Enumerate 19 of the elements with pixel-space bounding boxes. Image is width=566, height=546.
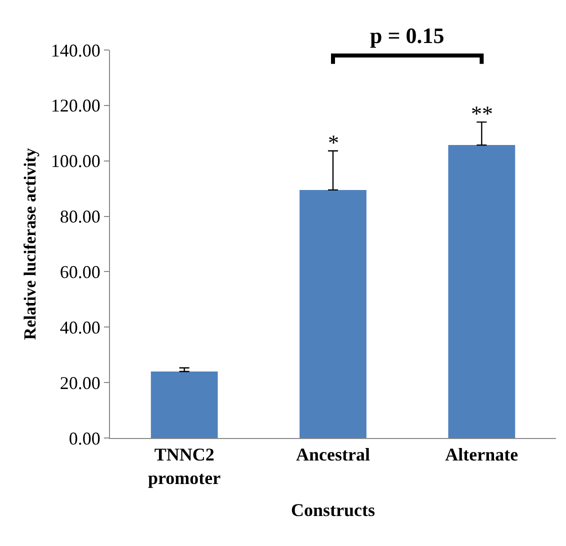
bar xyxy=(150,371,218,438)
x-tick-label: TNNC2 promoter xyxy=(148,444,221,488)
bar xyxy=(300,190,366,438)
x-axis-title: Constructs xyxy=(291,500,375,520)
y-axis-title: Relative luciferase activity xyxy=(20,148,40,340)
y-tick-label: 40.00 xyxy=(60,317,100,338)
x-tick-label: Alternate xyxy=(445,444,518,465)
y-tick-label: 80.00 xyxy=(60,206,100,227)
y-tick-label: 100.00 xyxy=(50,151,100,172)
annotation: ** xyxy=(471,101,493,126)
y-tick-label: 120.00 xyxy=(50,96,100,116)
y-tick-label: 0.00 xyxy=(68,428,100,448)
annotation: * xyxy=(328,130,339,155)
x-tick-label: Ancestral xyxy=(296,444,370,465)
y-tick-label: 60.00 xyxy=(60,262,100,282)
text: p = 0.15 xyxy=(370,23,444,48)
y-tick-label: 140.00 xyxy=(50,40,100,60)
y-tick-label: 20.00 xyxy=(60,372,100,393)
bar xyxy=(448,145,516,438)
